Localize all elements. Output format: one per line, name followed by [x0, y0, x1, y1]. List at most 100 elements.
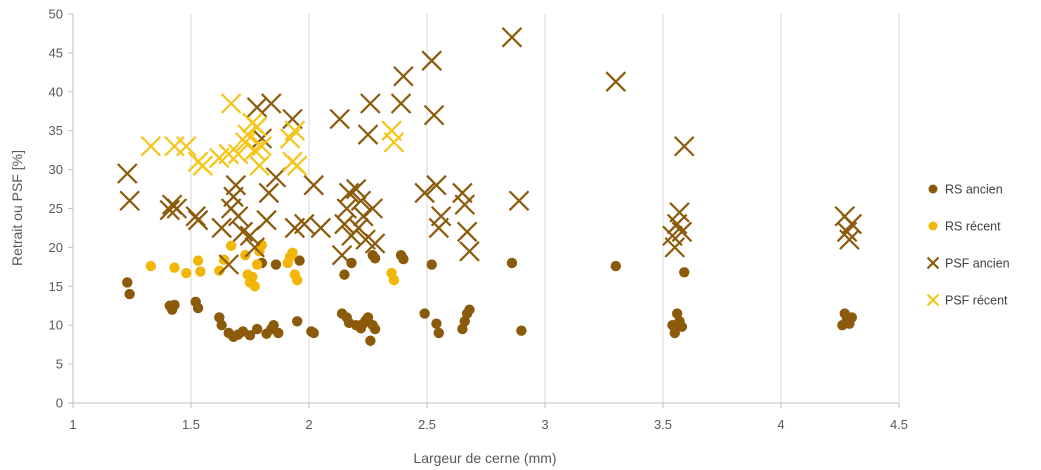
rs-ancien-point: [270, 259, 282, 270]
psf-ancien-point: [353, 206, 374, 227]
legend-item-rs-ancien: RS ancien: [928, 183, 1003, 197]
rs-ancien-point: [610, 260, 621, 272]
y-tick-label: 10: [49, 318, 63, 333]
psf-recent-point: [237, 124, 258, 145]
legend-label: PSF récent: [945, 294, 1008, 308]
legend-psf-recent-point: [926, 293, 940, 307]
series-psf-recent: [140, 93, 405, 176]
rs-ancien-point: [216, 320, 227, 331]
psf-ancien-point: [329, 108, 350, 130]
psf-recent-point: [176, 135, 197, 157]
psf-ancien-point: [117, 163, 138, 184]
rs-ancien-point: [369, 323, 381, 335]
psf-recent-point: [286, 155, 308, 176]
psf-ancien-point: [225, 174, 247, 196]
x-tick-label: 2.5: [418, 417, 436, 432]
x-tick-label: 1: [69, 417, 76, 432]
y-tick-label: 0: [56, 396, 63, 411]
data-points: [117, 27, 863, 346]
rs-recent-point: [240, 249, 251, 261]
psf-ancien-point: [360, 93, 381, 114]
legend-label: PSF ancien: [945, 257, 1010, 271]
rs-ancien-point: [669, 327, 680, 339]
legend-label: RS récent: [945, 220, 1001, 234]
psf-ancien-point: [211, 217, 232, 239]
series-psf-ancien: [117, 27, 863, 275]
psf-ancien-point: [364, 233, 386, 254]
rs-ancien-point: [169, 299, 180, 311]
rs-recent-point: [145, 260, 157, 272]
rs-ancien-point: [346, 257, 357, 269]
psf-ancien-point: [227, 206, 249, 227]
legend-item-psf-recent: PSF récent: [926, 293, 1008, 308]
rs-ancien-point: [192, 302, 204, 314]
x-tick-label: 3: [541, 417, 548, 432]
rs-ancien-point: [244, 330, 256, 341]
y-tick-label: 40: [49, 84, 63, 99]
y-tick-label: 20: [49, 240, 63, 255]
psf-ancien-point: [294, 213, 315, 235]
psf-ancien-point: [310, 217, 332, 239]
psf-recent-point: [235, 132, 256, 153]
psf-ancien-point: [841, 213, 863, 235]
psf-ancien-point: [501, 27, 523, 48]
rs-ancien-point: [273, 327, 284, 339]
rs-recent-point: [181, 267, 192, 279]
rs-ancien-point: [433, 327, 444, 339]
chart-grid: [190, 14, 900, 403]
rs-ancien-point: [426, 259, 437, 270]
psf-ancien-point: [232, 221, 254, 243]
x-tick-label: 3.5: [654, 417, 672, 432]
psf-ancien-point: [426, 174, 447, 196]
rs-ancien-point: [124, 288, 135, 300]
chart-legend: RS ancien RS récent PSF ancien PSF récent: [926, 183, 1010, 308]
y-tick-label: 5: [56, 357, 63, 372]
rs-recent-point: [195, 266, 206, 277]
rs-recent-point: [388, 274, 400, 286]
x-tick-label: 4.5: [890, 417, 908, 432]
psf-ancien-point: [673, 135, 695, 157]
rs-recent-point: [287, 247, 298, 259]
rs-ancien-point: [365, 335, 376, 346]
psf-ancien-point: [454, 194, 476, 215]
x-tick-label: 4: [777, 417, 784, 432]
series-rs-ancien: [122, 249, 857, 346]
psf-ancien-point: [414, 182, 435, 204]
legend-item-psf-ancien: PSF ancien: [926, 257, 1010, 271]
rs-ancien-point: [431, 318, 442, 329]
rs-ancien-point: [676, 321, 688, 332]
psf-ancien-point: [303, 174, 324, 196]
rs-ancien-point: [268, 320, 279, 331]
y-axis-title: Retrait ou PSF [%]: [9, 150, 25, 266]
chart-axes: [72, 14, 899, 404]
psf-recent-point: [192, 155, 214, 176]
y-tick-label: 15: [49, 279, 63, 294]
psf-ancien-point: [671, 221, 693, 243]
rs-recent-point: [214, 265, 225, 276]
psf-ancien-point: [159, 199, 181, 221]
psf-ancien-point: [251, 128, 273, 149]
psf-ancien-point: [362, 198, 383, 219]
psf-recent-point: [244, 139, 265, 161]
rs-recent-point: [169, 262, 180, 273]
psf-ancien-point: [260, 93, 282, 114]
rs-ancien-point: [339, 269, 350, 280]
psf-ancien-point: [338, 182, 360, 204]
y-tick-label: 25: [49, 201, 63, 216]
psf-recent-point: [249, 155, 270, 176]
legend-rs-recent-point: [928, 221, 938, 231]
rs-ancien-point: [369, 253, 381, 264]
rs-ancien-point: [679, 267, 690, 278]
y-tick-labels: 0 5 10 15 20 25 30 35 40 45 50: [49, 7, 73, 411]
psf-recent-point: [383, 132, 405, 153]
psf-recent-point: [251, 135, 273, 157]
legend-rs-ancien-point: [928, 184, 938, 194]
rs-ancien-point: [464, 304, 475, 315]
psf-ancien-point: [357, 124, 379, 145]
psf-ancien-point: [265, 167, 287, 188]
x-tick-label: 1.5: [182, 417, 200, 432]
psf-ancien-point: [239, 225, 261, 247]
rs-ancien-point: [506, 257, 518, 269]
rs-ancien-point: [398, 253, 409, 265]
